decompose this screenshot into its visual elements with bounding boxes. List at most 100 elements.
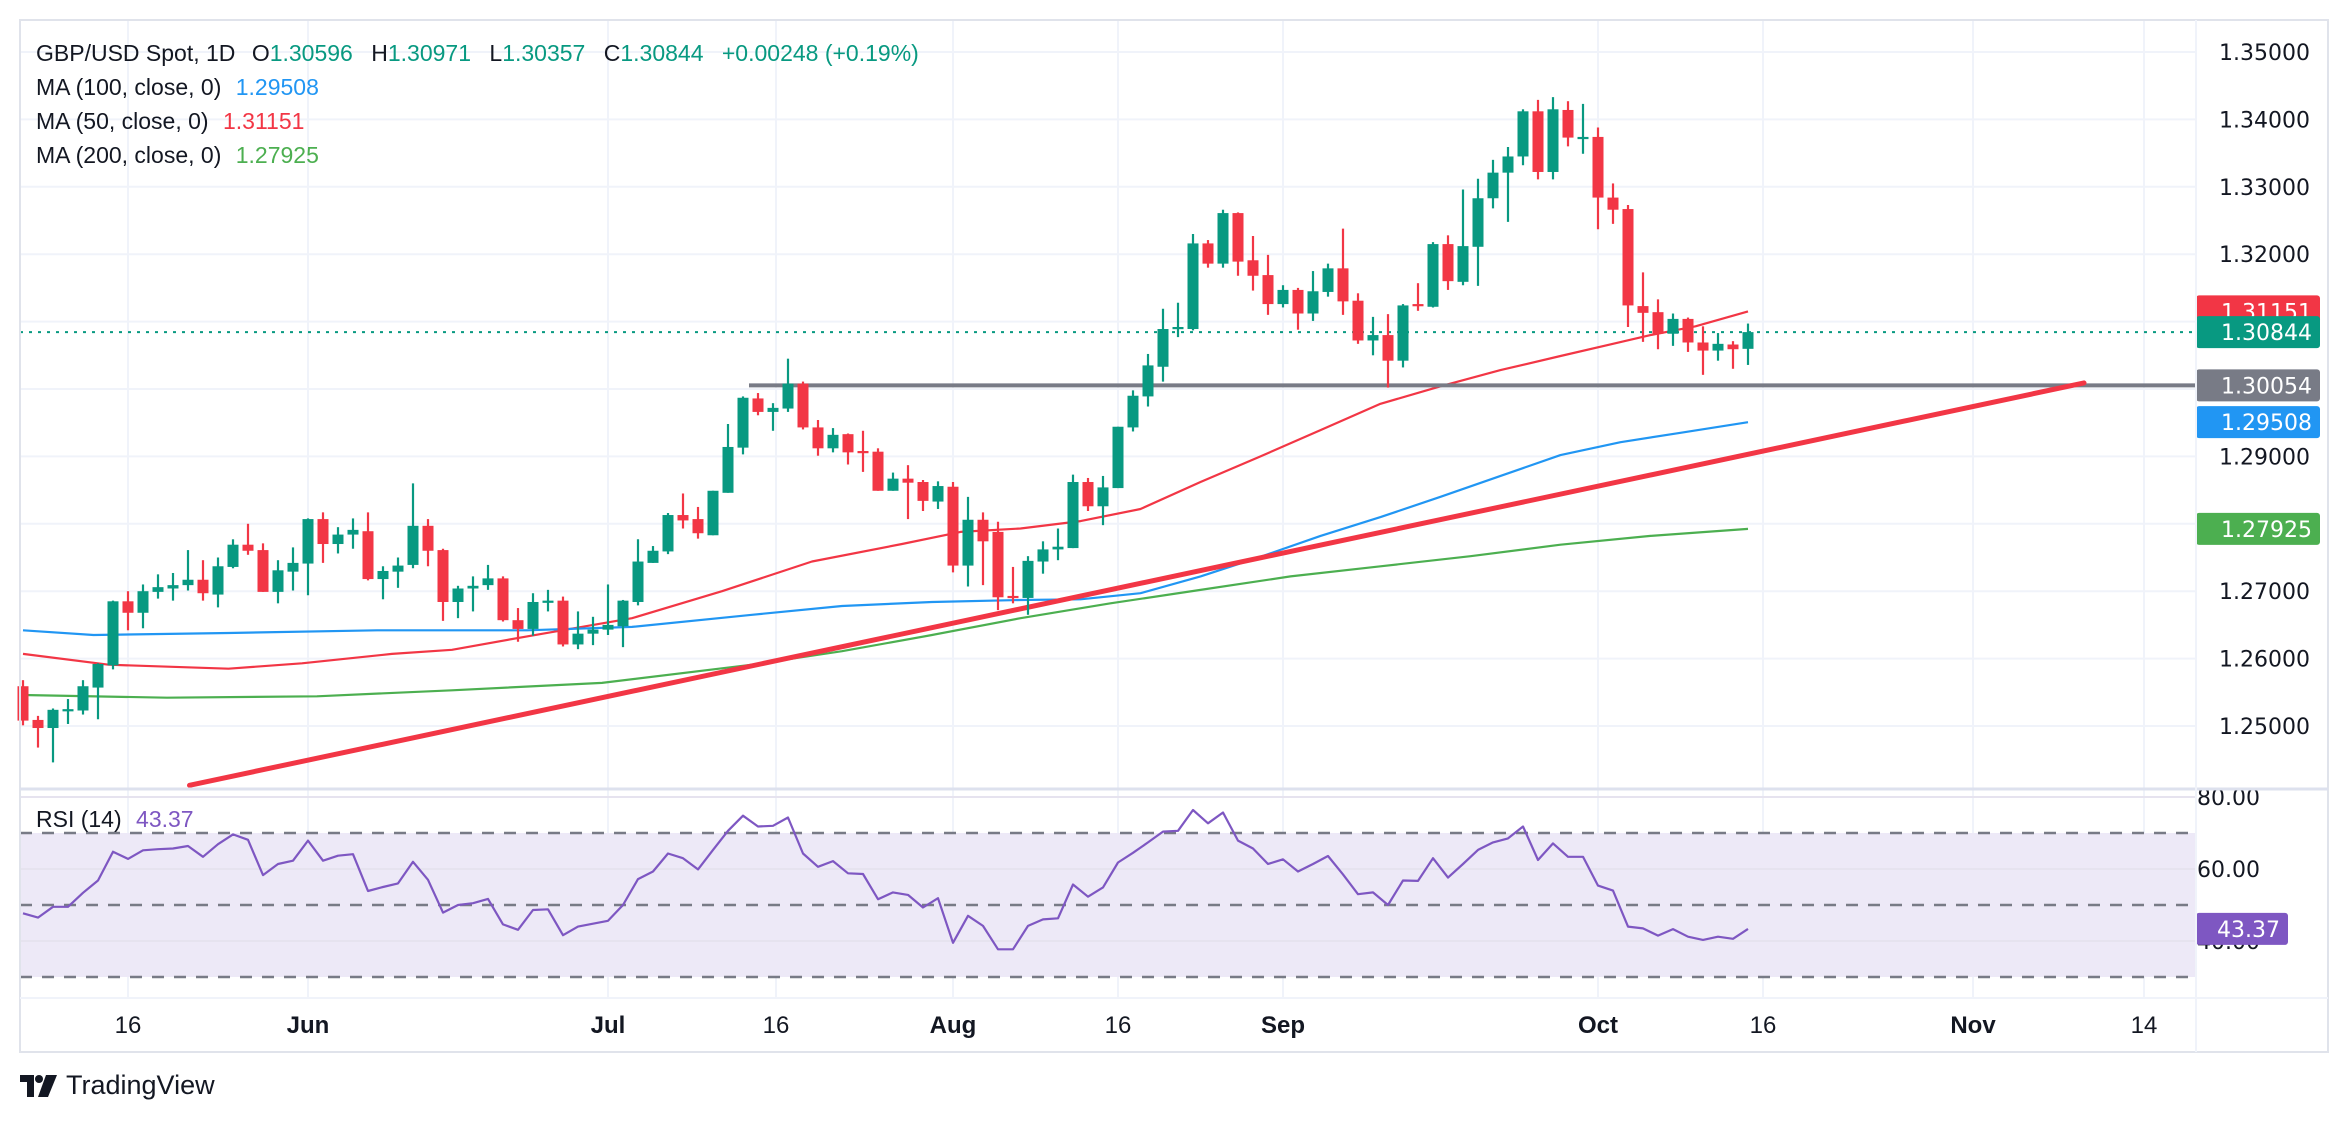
trendline[interactable] <box>187 380 2087 788</box>
candle-body <box>1337 268 1349 302</box>
candle <box>32 715 44 748</box>
ma100-legend[interactable]: MA (100, close, 0) 1.29508 <box>36 70 919 104</box>
candle <box>347 518 359 549</box>
price-tag-background <box>2196 512 2320 545</box>
candle-body <box>812 427 824 449</box>
price-tick-label: 1.27000 <box>2219 580 2310 605</box>
candle-body <box>1352 300 1364 341</box>
candle <box>767 403 779 431</box>
rsi-tag-background <box>2196 912 2288 945</box>
price-tick-label: 1.34000 <box>2219 108 2310 133</box>
close-key: C <box>603 40 621 66</box>
candle <box>752 393 764 416</box>
candle-body <box>92 663 104 688</box>
time-tick-label: Sep <box>1261 1012 1305 1039</box>
candle <box>557 596 569 647</box>
open-key: O <box>251 40 270 66</box>
time-axis[interactable]: 16 Jun Jul 16 Aug 16 Sep Oct 16 Nov 14 <box>115 1012 2158 1039</box>
candle-body <box>317 519 329 545</box>
candle-body <box>1367 335 1379 341</box>
candle-body <box>1082 482 1094 507</box>
symbol-title[interactable]: GBP/USD Spot, 1D <box>36 40 236 66</box>
price-tag: 1.29508 <box>2196 406 2320 439</box>
candle <box>947 482 959 573</box>
candle <box>257 543 269 592</box>
price-tag-label: 1.29508 <box>2221 411 2312 436</box>
candle <box>1217 209 1229 268</box>
candle-body <box>32 719 44 729</box>
ma200-legend[interactable]: MA (200, close, 0) 1.27925 <box>36 138 919 172</box>
price-axis[interactable]: 1.35000 1.34000 1.33000 1.32000 1.29000 1.270… <box>2196 41 2320 955</box>
candle-body <box>617 600 629 627</box>
price-tag-label: 1.27925 <box>2221 518 2312 543</box>
candle-body <box>677 515 689 521</box>
candle <box>137 584 149 629</box>
candle <box>782 358 794 412</box>
candle-body <box>1292 289 1304 314</box>
candle-body <box>1622 209 1634 306</box>
time-tick-label: Oct <box>1578 1012 1618 1039</box>
candle <box>1037 541 1049 574</box>
candle <box>1682 317 1694 352</box>
candle-body <box>1007 595 1019 599</box>
candle-body <box>137 591 149 613</box>
tradingview-logo[interactable]: TradingView <box>20 1070 215 1101</box>
candle-body <box>692 519 704 534</box>
candle <box>1562 101 1574 147</box>
candle <box>452 585 464 619</box>
candle <box>1307 271 1319 321</box>
ma200-label: MA (200, close, 0) <box>36 142 222 168</box>
candle-body <box>557 600 569 645</box>
candle-body <box>227 544 239 567</box>
rsi-legend[interactable]: RSI (14) 43.37 <box>36 806 194 833</box>
candle <box>647 546 659 563</box>
price-tag: 1.30844 <box>2196 316 2320 349</box>
candle <box>92 663 104 720</box>
low-key: L <box>489 40 503 66</box>
candle-body <box>542 600 554 603</box>
candle-body <box>932 486 944 502</box>
symbol-row[interactable]: GBP/USD Spot, 1D O1.30596 H1.30971 L1.30… <box>36 36 919 70</box>
open-value: 1.30596 <box>269 40 353 66</box>
candle-body <box>767 407 779 412</box>
time-tick-label: Aug <box>930 1012 977 1039</box>
candle-body <box>407 525 419 565</box>
time-tick-label: 16 <box>115 1012 142 1039</box>
high-value: 1.30971 <box>387 40 471 66</box>
candle-body <box>512 620 524 629</box>
candle <box>1292 287 1304 330</box>
candle-body <box>122 601 134 613</box>
candle-body <box>1652 312 1664 334</box>
candle <box>1007 566 1019 604</box>
candle <box>1487 159 1499 209</box>
candle-body <box>182 579 194 586</box>
candle <box>1142 353 1154 407</box>
candle <box>17 680 29 726</box>
candle-body <box>602 624 614 630</box>
candle-body <box>437 550 449 602</box>
candle-body <box>1592 136 1604 198</box>
candle <box>1232 212 1244 276</box>
price-tag-background <box>2196 406 2320 439</box>
price-tag: 1.27925 <box>2196 512 2320 545</box>
ma100-line <box>22 421 1749 637</box>
candle <box>1322 263 1334 297</box>
candle-body <box>1262 275 1274 305</box>
main-legend: GBP/USD Spot, 1D O1.30596 H1.30971 L1.30… <box>36 36 919 172</box>
candle-body <box>107 601 119 666</box>
candle-body <box>1502 156 1514 173</box>
candle <box>362 512 374 581</box>
candle <box>527 593 539 636</box>
candle <box>1592 127 1604 230</box>
candle-body <box>722 446 734 493</box>
candle <box>572 611 584 650</box>
candle <box>902 465 914 520</box>
candle-body <box>1742 332 1754 349</box>
candle <box>122 591 134 631</box>
candle-body <box>1517 111 1529 157</box>
candle-body <box>1682 318 1694 343</box>
candle-body <box>917 482 929 501</box>
ma50-legend[interactable]: MA (50, close, 0) 1.31151 <box>36 104 919 138</box>
candle <box>587 616 599 646</box>
